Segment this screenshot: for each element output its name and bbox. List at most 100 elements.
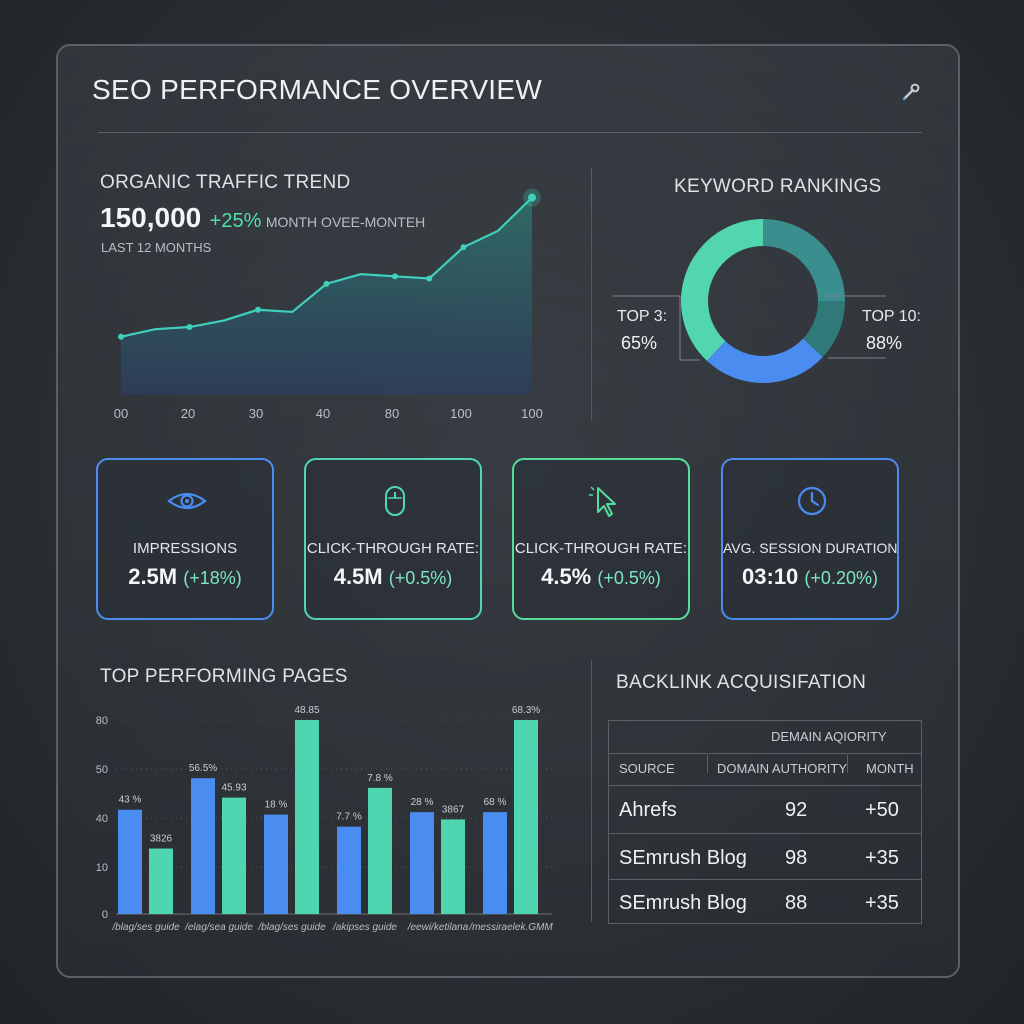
traffic-point <box>392 273 398 280</box>
source-cell: SEmrush Blog <box>619 892 747 914</box>
kpi-card-click-rate[interactable]: CLICK-THROUGH RATE: 4.5M (+0.5%) <box>304 458 482 620</box>
bar-data-label: 56.5% <box>189 763 217 774</box>
kpi-value: 03:10 (+0.20%) <box>742 564 878 589</box>
backlinks-title: BACKLINK ACQUISIFATION <box>616 672 867 693</box>
month-cell: +35 <box>865 847 899 869</box>
category-label: /elag/sea guide <box>184 922 253 933</box>
bar-data-label: 43 % <box>119 795 142 806</box>
table-row[interactable]: SEmrush Blog 88 +35 <box>609 879 921 924</box>
bar-data-label: 7.7 % <box>336 812 362 823</box>
top10-value: 88% <box>866 333 903 353</box>
top3-value: 65% <box>621 333 658 353</box>
rankings-title: KEYWORD RANKINGS <box>674 176 882 197</box>
bar <box>410 812 434 914</box>
donut-slice <box>803 301 845 358</box>
top10-label: TOP 10: <box>862 308 921 325</box>
traffic-point <box>323 280 330 287</box>
traffic-change-label: MONTH OVEE-MONTEH <box>265 214 426 230</box>
top3-leader-line <box>612 295 700 361</box>
bar <box>441 819 465 914</box>
mouse-icon <box>385 486 405 516</box>
clock-icon <box>797 486 827 516</box>
bar-data-label: 3867 <box>442 804 465 815</box>
column-header-source[interactable]: SOURCE <box>619 761 675 776</box>
bar-data-label: 48.85 <box>294 705 319 716</box>
category-label: /eewi/ketilana <box>407 922 469 933</box>
source-cell: SEmrush Blog <box>619 847 747 869</box>
bar-data-label: 3826 <box>150 834 173 845</box>
traffic-title: ORGANIC TRAFFIC TREND <box>100 172 351 193</box>
category-label: /blag/ses guide <box>111 922 180 933</box>
top3-label: TOP 3: <box>617 308 668 325</box>
x-tick-label: 30 <box>249 406 263 421</box>
category-label: /akipses guide <box>332 922 397 933</box>
traffic-period: LAST 12 MONTHS <box>101 240 212 255</box>
bar-data-label: 45.93 <box>221 783 246 794</box>
category-label: /blag/ses guide <box>257 922 326 933</box>
eye-icon <box>167 492 207 510</box>
traffic-point <box>528 193 536 202</box>
traffic-area-chart: 00 20 30 40 80 100 100 <box>114 188 543 421</box>
bar <box>118 809 142 914</box>
bar <box>483 812 507 914</box>
traffic-change: +25% <box>209 210 262 232</box>
bar <box>514 720 538 914</box>
kpi-card-impressions[interactable]: IMPRESSIONS 2.5M (+18%) <box>96 458 274 620</box>
table-divider <box>609 753 921 754</box>
traffic-point-glow <box>523 188 541 207</box>
bar <box>337 826 361 914</box>
pages-title: TOP PERFORMING PAGES <box>100 666 348 687</box>
bar <box>222 797 246 914</box>
table-row[interactable]: Ahrefs 92 +50 <box>609 785 921 834</box>
table-row[interactable]: SEmrush Blog 98 +35 <box>609 833 921 882</box>
bar-data-label: 68 % <box>484 797 507 808</box>
x-tick-label: 40 <box>316 406 330 421</box>
x-tick-label: 00 <box>114 406 128 421</box>
y-tick-label: 80 <box>96 715 108 727</box>
month-cell: +50 <box>865 799 899 821</box>
kpi-card-click-through[interactable]: CLICK-THROUGH RATE: 4.5% (+0.5%) <box>512 458 690 620</box>
kpi-value: 2.5M (+18%) <box>128 564 242 589</box>
bar-data-label: 68.3% <box>512 705 540 716</box>
bar <box>368 787 392 914</box>
traffic-point <box>255 306 261 313</box>
traffic-point <box>460 244 467 251</box>
header-divider <box>98 132 922 133</box>
y-tick-label: 0 <box>102 909 108 921</box>
source-cell: Ahrefs <box>619 799 677 821</box>
rankings-donut-chart <box>612 219 886 383</box>
kpi-label: IMPRESSIONS <box>132 540 238 557</box>
x-tick-label: 80 <box>385 406 399 421</box>
x-tick-label: 100 <box>521 406 543 421</box>
page-title: SEO PERFORMANCE OVERVIEW <box>92 74 543 105</box>
column-divider <box>847 755 848 773</box>
y-tick-label: 40 <box>96 813 108 825</box>
cursor-icon <box>589 486 616 517</box>
column-divider <box>707 755 708 773</box>
y-tick-label: 50 <box>96 764 108 776</box>
bar <box>191 778 215 914</box>
donut-slice <box>763 219 845 301</box>
traffic-point <box>186 324 193 331</box>
bar-data-label: 7.8 % <box>367 773 393 784</box>
traffic-area-fill <box>121 197 532 395</box>
bar-data-label: 18 % <box>265 800 288 811</box>
bar <box>149 848 173 914</box>
traffic-summary: 150,000 +25% MONTH OVEE-MONTEH <box>100 202 425 234</box>
x-tick-label: 100 <box>450 406 472 421</box>
kpi-value: 4.5% (+0.5%) <box>541 564 661 589</box>
wrench-icon[interactable] <box>896 78 924 106</box>
traffic-point <box>426 275 433 282</box>
bar <box>264 814 288 914</box>
category-label: /messiraelek.GMM <box>468 922 553 933</box>
bar <box>295 720 319 914</box>
authority-cell: 88 <box>785 892 808 914</box>
column-header-authority[interactable]: DOMAIN AUTHORITY <box>717 761 848 776</box>
kpi-card-session-duration[interactable]: AVG. SESSION DURATION 03:10 (+0.20%) <box>721 458 899 620</box>
traffic-point <box>118 333 124 340</box>
table-super-header: DEMAIN AQIORITY <box>771 729 887 744</box>
section-divider <box>591 660 592 922</box>
column-header-month[interactable]: MONTH <box>866 761 914 776</box>
donut-slice <box>681 219 763 361</box>
donut-slice <box>706 338 823 383</box>
